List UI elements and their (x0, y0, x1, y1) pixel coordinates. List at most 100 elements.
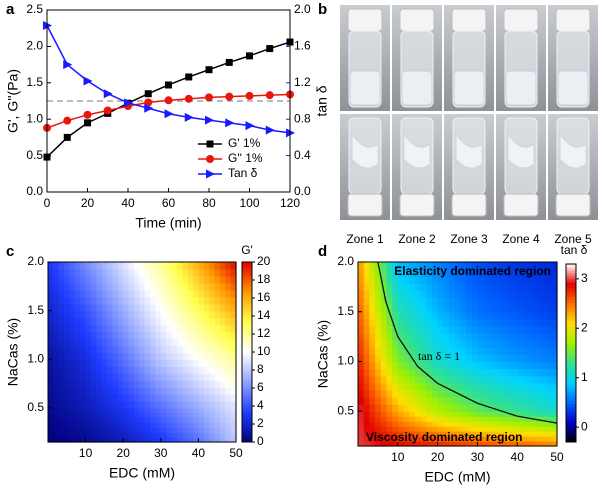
heat-cell (74, 345, 81, 353)
colorbar-segment (566, 409, 576, 413)
heat-cell (477, 436, 484, 442)
heat-cell (545, 290, 552, 299)
heat-cell (160, 324, 167, 333)
heat-cell (505, 426, 513, 432)
heat-cell (182, 412, 189, 419)
heat-cell (534, 411, 541, 417)
heat-cell (107, 366, 114, 374)
heat-cell (112, 296, 119, 305)
heat-cell (477, 283, 484, 292)
heat-cell (369, 421, 376, 427)
heat-cell (466, 290, 473, 299)
colorbar-segment (566, 305, 576, 309)
heat-cell (392, 421, 399, 427)
heat-cell (101, 366, 108, 374)
marker (205, 93, 213, 102)
heat-cell (193, 262, 199, 270)
heat-cell (471, 411, 478, 417)
heat-cell (182, 437, 189, 443)
heat-cell (534, 416, 541, 422)
heat-cell (85, 427, 92, 433)
colorbar-segment (242, 292, 252, 296)
heat-cell (500, 269, 507, 277)
heat-cell (171, 422, 178, 429)
colorbar-segment (242, 424, 252, 428)
heat-cell (225, 373, 232, 381)
heat-cell (409, 311, 416, 320)
heat-cell (397, 276, 405, 284)
heat-cell (460, 283, 467, 292)
heat-cell (551, 436, 558, 442)
heat-cell (58, 275, 65, 284)
heat-cell (403, 318, 410, 327)
heat-cell (96, 380, 103, 388)
heat-cell (101, 268, 108, 277)
heat-cell (551, 389, 558, 398)
heat-cell (187, 366, 194, 374)
heat-cell (107, 437, 114, 443)
heat-cell (139, 400, 146, 409)
heat-cell (431, 311, 439, 320)
heat-cell (48, 412, 54, 419)
heat-cell (53, 331, 60, 340)
heat-cell (431, 389, 439, 398)
heat-cell (64, 310, 71, 319)
heat-cell (392, 318, 399, 327)
heat-cell (539, 421, 547, 427)
heat-cell (551, 375, 558, 384)
heat-cell (219, 310, 226, 319)
heat-cell (380, 276, 388, 284)
heat-cell (225, 352, 232, 360)
heat-cell (171, 366, 178, 374)
heat-cell (107, 387, 114, 395)
heat-cell (160, 427, 167, 433)
heat-cell (511, 276, 518, 284)
heat-cell (209, 296, 216, 305)
heat-cell (437, 431, 444, 437)
heat-cell (534, 441, 541, 447)
heat-cell (443, 421, 450, 427)
heat-cell (460, 382, 467, 391)
colorbar-segment (566, 341, 576, 345)
heat-cell (160, 268, 167, 277)
heat-cell (225, 417, 232, 424)
heat-cell (85, 387, 92, 395)
heat-cell (551, 396, 558, 405)
heat-cell (517, 318, 524, 327)
heat-cell (397, 431, 405, 437)
heat-cell (225, 407, 232, 414)
colorbar-segment (242, 349, 252, 353)
heat-cell (466, 269, 473, 277)
heat-cell (209, 282, 216, 291)
heat-cell (225, 282, 232, 291)
heat-cell (117, 394, 124, 402)
colorbar-segment (566, 364, 576, 369)
heat-cell (551, 325, 558, 334)
heat-cell (101, 303, 108, 312)
heat-cell (460, 426, 467, 432)
marker (63, 60, 73, 70)
colorbar-segment (242, 334, 252, 338)
heat-cell (460, 318, 467, 327)
heat-cell (80, 427, 87, 433)
heat-cell (358, 354, 365, 363)
heat-cell (214, 303, 221, 312)
heat-cell (166, 417, 173, 424)
heat-cell (528, 404, 535, 412)
colorbar-segment (566, 439, 576, 443)
heat-cell (48, 310, 54, 319)
heat-cell (454, 436, 461, 442)
heat-cell (219, 317, 226, 326)
heat-cell (534, 368, 541, 377)
heat-cell (171, 296, 178, 305)
heat-cell (96, 437, 103, 443)
heat-cell (528, 318, 535, 327)
heat-cell (369, 396, 376, 405)
heat-cell (214, 317, 221, 326)
colorbar-segment (566, 317, 576, 321)
heat-cell (494, 375, 501, 384)
heat-cell (144, 296, 151, 305)
vial-photo (392, 5, 442, 111)
heat-cell (403, 389, 410, 398)
heat-cell (209, 317, 216, 326)
